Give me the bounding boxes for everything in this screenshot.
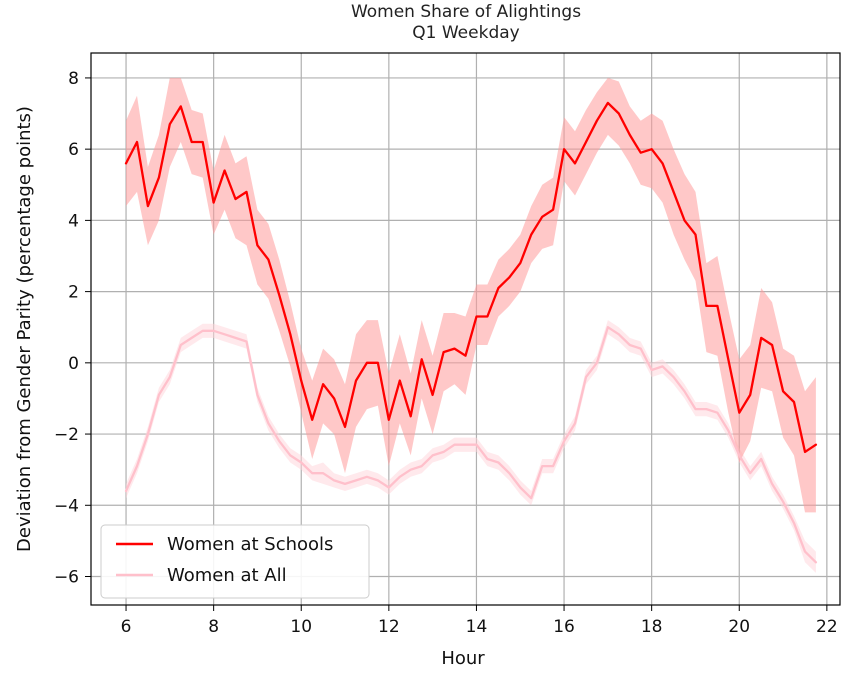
x-axis-label: Hour [441,648,485,669]
legend-label-women-at-all: Women at All [167,565,287,586]
y-axis-label: Deviation from Gender Parity (percentage… [14,106,35,552]
x-tick-label: 6 [121,617,132,637]
legend: Women at Schools Women at All [100,524,370,599]
x-tick-label: 22 [816,617,838,637]
x-axis: 6 8 10 12 14 16 18 20 22 [121,605,838,637]
plot-frame [90,52,841,606]
series-lines [124,101,818,564]
y-tick-label: 0 [68,354,79,374]
y-tick-label: 4 [68,211,79,231]
x-tick-label: 20 [728,617,750,637]
x-tick-label: 18 [641,617,663,637]
y-tick-label: −4 [54,496,79,516]
series-line-women-at-schools [124,101,818,454]
y-tick-label: 8 [68,69,79,89]
y-tick-label: −2 [54,425,79,445]
y-tick-label: 6 [68,140,79,160]
y-tick-label: −6 [54,568,79,588]
x-tick-label: 14 [466,617,488,637]
confidence-bands [126,77,816,573]
legend-label-women-at-schools: Women at Schools [167,534,333,555]
chart-title: Women Share of Alightings [351,2,581,22]
x-tick-label: 16 [553,617,575,637]
x-tick-label: 8 [208,617,219,637]
y-tick-label: 2 [68,283,79,303]
x-tick-label: 12 [378,617,400,637]
confidence-band-women-at-all [126,320,816,573]
x-tick-label: 10 [290,617,312,637]
y-axis: −6 −4 −2 0 2 4 6 8 [54,69,91,588]
chart-subtitle: Q1 Weekday [412,23,519,43]
confidence-band-women-at-schools [126,77,816,513]
legend-frame [100,524,370,599]
series-line-women-at-all [124,326,818,564]
